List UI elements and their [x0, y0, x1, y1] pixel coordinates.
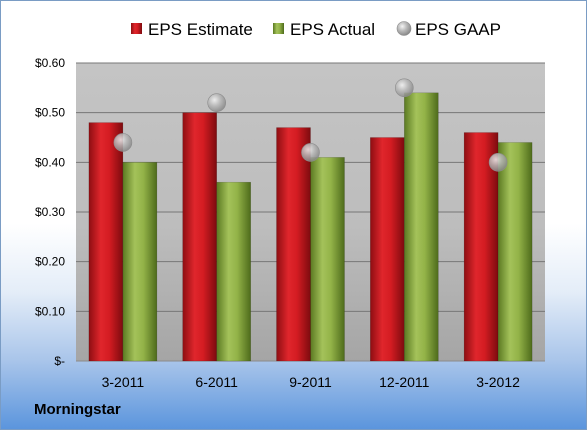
x-tick-label: 9-2011: [289, 374, 332, 390]
legend: EPS Estimate EPS Actual EPS GAAP: [131, 20, 501, 39]
bar-eps-actual: [404, 92, 439, 362]
bar-eps-estimate: [370, 137, 405, 362]
bar-eps-estimate: [463, 132, 499, 362]
marker-eps-gaap: [394, 78, 414, 98]
x-axis: 3-2011 6-2011 9-2011 12-2011 3-2012: [102, 374, 520, 390]
y-tick-label: $0.10: [35, 304, 65, 318]
legend-swatch: [273, 23, 284, 34]
bar-eps-actual: [122, 162, 158, 362]
x-tick-label: 6-2011: [195, 374, 238, 390]
marker-eps-gaap: [488, 153, 508, 172]
marker-eps-gaap: [113, 133, 133, 152]
legend-label: EPS Actual: [290, 20, 375, 39]
y-tick-label: $0.30: [35, 205, 65, 219]
bar-eps-estimate: [88, 122, 124, 362]
marker-eps-gaap: [301, 143, 320, 162]
bar-eps-estimate: [182, 112, 217, 362]
legend-swatch: [396, 21, 412, 36]
bar-eps-actual: [310, 157, 345, 362]
bar-eps-actual: [216, 181, 251, 362]
legend-swatch: [131, 23, 142, 34]
y-tick-label: $-: [54, 354, 65, 368]
marker-eps-gaap: [207, 93, 226, 113]
x-tick-label: 12-2011: [379, 374, 430, 390]
bars: [88, 92, 533, 362]
x-tick-label: 3-2012: [476, 374, 520, 390]
bar-eps-estimate: [276, 127, 311, 362]
y-tick-label: $0.20: [35, 255, 65, 269]
x-tick-label: 3-2011: [102, 374, 145, 390]
y-tick-label: $0.60: [35, 56, 65, 70]
y-axis: $- $0.10 $0.20 $0.30 $0.40 $0.50 $0.60: [35, 56, 65, 368]
bar-eps-actual: [497, 142, 533, 362]
gaap-markers: [113, 78, 508, 172]
legend-label: EPS Estimate: [148, 20, 253, 39]
y-tick-label: $0.50: [35, 106, 65, 120]
y-tick-label: $0.40: [35, 155, 65, 169]
legend-label: EPS GAAP: [415, 20, 501, 39]
source-label: Morningstar: [34, 401, 121, 418]
